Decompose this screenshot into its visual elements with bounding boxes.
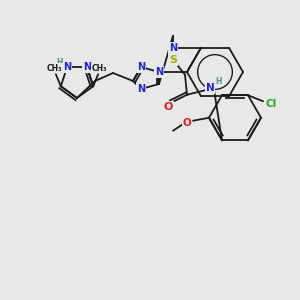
Text: N: N xyxy=(137,62,145,72)
Text: N: N xyxy=(169,43,177,53)
Text: Cl: Cl xyxy=(266,99,277,109)
Text: CH₃: CH₃ xyxy=(92,64,107,73)
Text: N: N xyxy=(206,83,214,93)
Text: H: H xyxy=(215,77,221,86)
Text: N: N xyxy=(155,67,163,77)
Text: N: N xyxy=(63,62,71,72)
Text: H: H xyxy=(56,58,62,67)
Text: O: O xyxy=(163,102,173,112)
Text: S: S xyxy=(169,55,177,65)
Text: N: N xyxy=(83,62,91,72)
Text: CH₃: CH₃ xyxy=(47,64,63,73)
Text: N: N xyxy=(137,84,145,94)
Text: O: O xyxy=(183,118,191,128)
